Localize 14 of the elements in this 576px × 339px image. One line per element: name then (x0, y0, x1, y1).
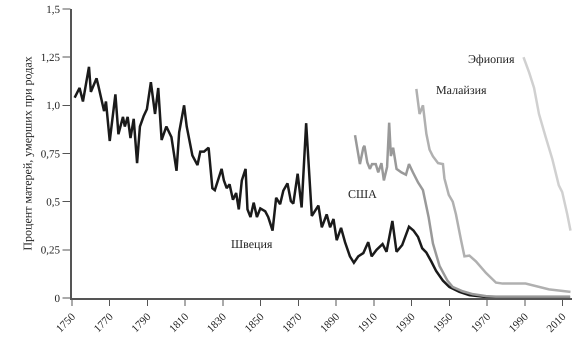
y-tick-label: 0,75 (40, 148, 61, 160)
line-series (415, 88, 572, 294)
series-label: Малайзия (436, 83, 487, 97)
series-label: Швеция (231, 237, 273, 251)
y-tick-label: 0,5 (46, 196, 61, 209)
series-label: Эфиопия (468, 52, 515, 66)
y-tick-label: 1,0 (46, 100, 61, 112)
line-series (522, 56, 572, 232)
series-label: США (348, 187, 378, 201)
y-tick-label: 1,5 (46, 4, 61, 16)
y-tick-label: 1,25 (40, 52, 61, 64)
y-tick-label: 0 (54, 292, 61, 305)
y-axis-title: Процент матерей, умерших при родах (20, 56, 35, 251)
y-tick-label: 0,25 (40, 244, 61, 257)
